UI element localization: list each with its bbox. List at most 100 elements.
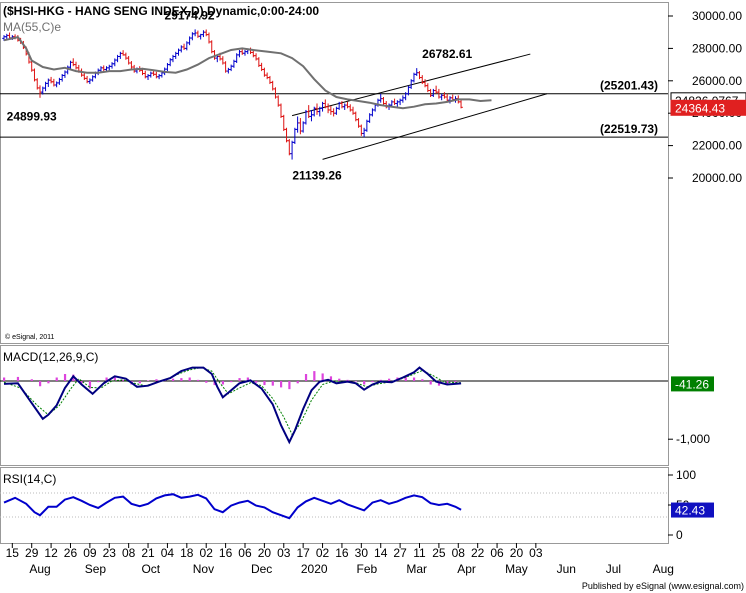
macd-value-label: -41.26 — [675, 377, 709, 391]
x-tick-label: 17 — [296, 546, 310, 560]
x-tick-label: 02 — [200, 546, 214, 560]
macd-histogram-bar — [3, 377, 6, 381]
macd-histogram-bar — [429, 381, 432, 385]
x-month-label: Jun — [557, 562, 576, 576]
price-y-tick-label: 28000.00 — [692, 41, 742, 55]
rsi-plot-frame — [0, 467, 669, 544]
level-label: (25201.43) — [600, 79, 658, 93]
x-month-label: May — [505, 562, 528, 576]
rsi-y-tick-label: 0 — [676, 528, 683, 542]
x-tick-label: 16 — [335, 546, 349, 560]
rsi-value-badge — [671, 502, 714, 518]
chart-title: ($HSI-HKG - HANG SENG INDEX,D) Dynamic,0… — [3, 4, 319, 18]
price-panel: 30000.0028000.0026000.0024000.0022000.00… — [0, 2, 746, 344]
rsi-panel: 10050042.43 — [0, 467, 714, 544]
macd-histogram-bar — [196, 379, 200, 381]
x-tick-label: 04 — [161, 546, 175, 560]
x-tick-label: 27 — [393, 546, 407, 560]
x-tick-label: 21 — [141, 546, 155, 560]
macd-histogram-bar — [16, 376, 20, 381]
macd-histogram-bar — [354, 381, 357, 382]
macd-histogram-bar — [97, 381, 100, 383]
macd-histogram-bar — [379, 379, 382, 381]
x-tick-label: 14 — [374, 546, 388, 560]
x-tick-label: 20 — [258, 546, 272, 560]
x-tick-label: 06 — [238, 546, 252, 560]
x-tick-label: 26 — [64, 546, 78, 560]
macd-histogram-bar — [412, 377, 416, 381]
footer-credit: Published by eSignal (www.esignal.com) — [582, 581, 744, 591]
macd-histogram-bar — [263, 381, 266, 386]
x-month-label: Aug — [653, 562, 674, 576]
rsi-y-tick-label: 100 — [676, 468, 696, 482]
macd-histogram-bar — [271, 381, 274, 386]
ma-line — [3, 35, 492, 110]
x-tick-label: 09 — [83, 546, 97, 560]
macd-histogram-bar — [338, 378, 341, 381]
macd-y-tick-label: -1,000 — [676, 432, 710, 446]
macd-histogram-bar — [180, 378, 183, 381]
macd-histogram-bar — [371, 381, 374, 383]
x-tick-label: 12 — [44, 546, 58, 560]
macd-histogram-bar — [80, 381, 83, 384]
price-annotation: 24899.93 — [7, 110, 57, 124]
x-tick-label: 02 — [316, 546, 330, 560]
macd-histogram-bar — [238, 378, 241, 381]
level-label: (22519.73) — [600, 122, 658, 136]
x-tick-label: 20 — [510, 546, 524, 560]
macd-histogram-bar — [138, 381, 141, 384]
x-tick-label: 25 — [432, 546, 446, 560]
x-tick-label: 18 — [180, 546, 194, 560]
macd-histogram-bar — [30, 379, 33, 381]
x-tick-label: 03 — [529, 546, 543, 560]
price-y-tick-label: 30000.00 — [692, 9, 742, 23]
x-month-label: 2020 — [301, 562, 328, 576]
x-month-label: Apr — [457, 562, 476, 576]
x-month-label: Oct — [141, 562, 160, 576]
macd-histogram-bar — [304, 374, 308, 381]
macd-histogram-bar — [246, 377, 249, 381]
x-tick-label: 22 — [471, 546, 485, 560]
macd-panel: -1,000 -41.26 — [0, 345, 714, 466]
price-plot-frame — [0, 2, 669, 344]
macd-histogram-bar — [88, 381, 92, 389]
macd-histogram-bar — [155, 379, 158, 381]
macd-histogram-bar — [296, 381, 299, 384]
macd-histogram-bar — [255, 381, 258, 383]
x-month-label: Dec — [251, 562, 272, 576]
macd-histogram-bar — [113, 377, 116, 381]
x-tick-label: 06 — [490, 546, 504, 560]
macd-histogram-bar — [321, 373, 324, 381]
macd-histogram-bar — [221, 381, 225, 385]
price-y-tick-label: 20000.00 — [692, 171, 742, 185]
macd-histogram-bar — [147, 380, 150, 381]
x-tick-label: 29 — [25, 546, 39, 560]
macd-histogram-bar — [280, 381, 283, 388]
macd-histogram-bar — [329, 376, 333, 381]
macd-histogram-bar — [47, 381, 50, 384]
macd-histogram-bar — [421, 379, 424, 381]
macd-histogram-bar — [39, 381, 42, 387]
macd-signal-line — [3, 367, 462, 436]
x-month-label: Aug — [29, 562, 50, 576]
macd-histogram-bar — [446, 381, 449, 384]
macd-histogram-bar — [105, 377, 108, 381]
x-month-label: Jul — [606, 562, 621, 576]
macd-histogram-bar — [63, 374, 67, 381]
macd-histogram-bar — [288, 381, 291, 390]
rsi-title: RSI(14,C) — [3, 472, 56, 486]
macd-histogram-bar — [454, 381, 457, 383]
price-badge-label: 24364.43 — [675, 101, 725, 115]
price-y-tick-label: 26000.00 — [692, 74, 742, 88]
macd-histogram-bar — [363, 381, 366, 385]
macd-title: MACD(12,26,9,C) — [3, 350, 98, 364]
rsi-value-label: 42.43 — [675, 504, 705, 518]
x-month-label: Mar — [406, 562, 427, 576]
price-y-tick-label: 22000.00 — [692, 139, 742, 153]
macd-histogram-bar — [122, 379, 125, 381]
x-tick-label: 08 — [452, 546, 466, 560]
macd-histogram-bar — [346, 379, 349, 381]
macd-histogram-bar — [171, 378, 175, 381]
x-tick-label: 16 — [219, 546, 233, 560]
